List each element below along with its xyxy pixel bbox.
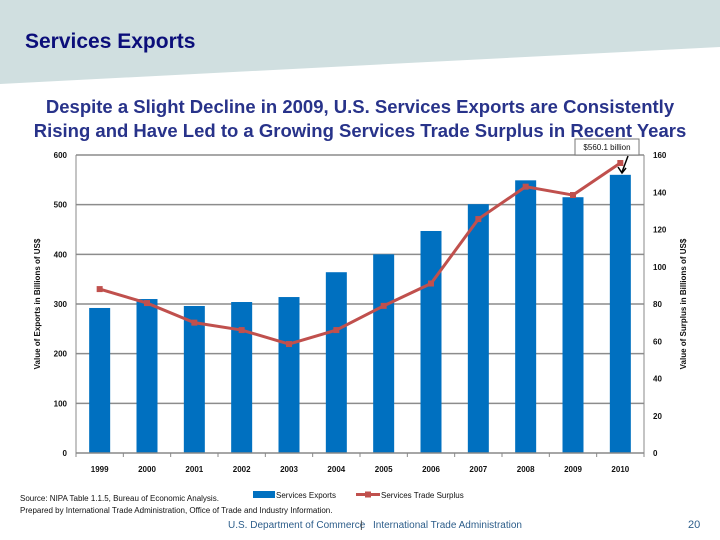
- x-tick-label: 2000: [138, 465, 156, 474]
- x-tick-label: 2006: [422, 465, 440, 474]
- source-note: Source: NIPA Table 1.1.5, Bureau of Econ…: [20, 494, 219, 503]
- legend-swatch-services-exports: [253, 491, 275, 498]
- y-left-axis-title: Value of Exports in Billions of US$: [33, 238, 42, 369]
- y-left-tick-label: 0: [63, 449, 68, 458]
- y-left-tick-label: 200: [54, 350, 68, 359]
- headline-line-2: Rising and Have Led to a Growing Service…: [33, 120, 687, 141]
- marker-services-trade-surplus: [191, 319, 198, 326]
- x-tick-label: 2003: [280, 465, 298, 474]
- marker-services-trade-surplus: [475, 216, 482, 223]
- header-band: [0, 0, 720, 84]
- bar-services-exports: [609, 174, 631, 453]
- legend-marker-services-trade-surplus: [365, 491, 371, 498]
- bar-services-exports: [231, 302, 253, 453]
- y-right-tick-label: 20: [653, 412, 662, 421]
- footer-department: U.S. Department of Commerce: [228, 520, 366, 531]
- bar-services-exports: [420, 230, 442, 453]
- slide-title: Services Exports: [25, 30, 196, 53]
- marker-services-trade-surplus: [286, 341, 292, 348]
- y-right-tick-label: 100: [653, 263, 667, 272]
- x-tick-label: 2008: [517, 465, 535, 474]
- page-number: 20: [688, 519, 701, 531]
- y-left-tick-label: 600: [54, 151, 68, 160]
- marker-services-trade-surplus: [380, 302, 387, 309]
- y-right-tick-label: 120: [653, 226, 667, 235]
- x-tick-label: 2002: [233, 465, 251, 474]
- chart-headline: Despite a Slight Decline in 2009, U.S. S…: [0, 95, 720, 143]
- y-right-tick-label: 0: [653, 449, 658, 458]
- bar-services-exports: [373, 254, 395, 453]
- annotation-label: $560.1 billion: [583, 143, 630, 152]
- annotation-arrowhead: [617, 166, 627, 175]
- y-left-tick-label: 500: [54, 201, 68, 210]
- y-right-tick-label: 60: [653, 337, 662, 346]
- x-tick-label: 2007: [469, 465, 487, 474]
- x-tick-label: 1999: [91, 465, 109, 474]
- bar-services-exports: [89, 307, 111, 453]
- bar-services-exports: [562, 197, 584, 453]
- y-right-tick-label: 80: [653, 300, 662, 309]
- marker-services-trade-surplus: [333, 327, 340, 334]
- marker-services-trade-surplus: [570, 192, 576, 199]
- x-tick-label: 2009: [564, 465, 582, 474]
- y-right-tick-label: 140: [653, 188, 667, 197]
- y-left-tick-label: 300: [54, 300, 68, 309]
- marker-services-trade-surplus: [522, 183, 529, 190]
- marker-services-trade-surplus: [96, 286, 103, 293]
- y-left-tick-label: 400: [54, 250, 68, 259]
- line-services-trade-surplus: [99, 161, 622, 346]
- headline-line-1: Despite a Slight Decline in 2009, U.S. S…: [45, 96, 675, 117]
- bar-services-exports: [515, 180, 537, 453]
- x-tick-label: 2010: [611, 465, 629, 474]
- marker-services-trade-surplus: [144, 300, 150, 307]
- annotation-arrow: [621, 155, 629, 173]
- marker-services-trade-surplus: [617, 160, 624, 167]
- footer-agency: International Trade Administration: [373, 520, 522, 531]
- y-left-tick-label: 100: [54, 399, 68, 408]
- y-right-tick-label: 40: [653, 375, 662, 384]
- x-tick-label: 2005: [375, 465, 393, 474]
- prepared-by-note: Prepared by International Trade Administ…: [20, 506, 333, 515]
- bar-services-exports: [278, 297, 300, 453]
- legend-label-services-trade-surplus: Services Trade Surplus: [381, 491, 464, 500]
- y-right-axis-title: Value of Surplus in Billions of US$: [679, 238, 688, 369]
- chart: 0 100 200 300 400 500 600 0 20 40 60 80 100 120 140 160…: [33, 138, 688, 500]
- marker-services-trade-surplus: [428, 280, 434, 287]
- x-tick-label: 2004: [327, 465, 345, 474]
- x-tick-label: 2001: [185, 465, 203, 474]
- bar-services-exports: [325, 272, 347, 453]
- bar-services-exports: [183, 305, 205, 453]
- legend-label-services-exports: Services Exports: [276, 491, 336, 500]
- legend: Services Exports Services Trade Surplus: [253, 491, 464, 500]
- annotation-box: [574, 138, 640, 156]
- bar-services-exports: [136, 299, 158, 453]
- y-right-tick-label: 160: [653, 151, 667, 160]
- marker-services-trade-surplus: [238, 327, 245, 334]
- bar-services-exports: [467, 204, 489, 453]
- footer-divider: |: [360, 520, 363, 531]
